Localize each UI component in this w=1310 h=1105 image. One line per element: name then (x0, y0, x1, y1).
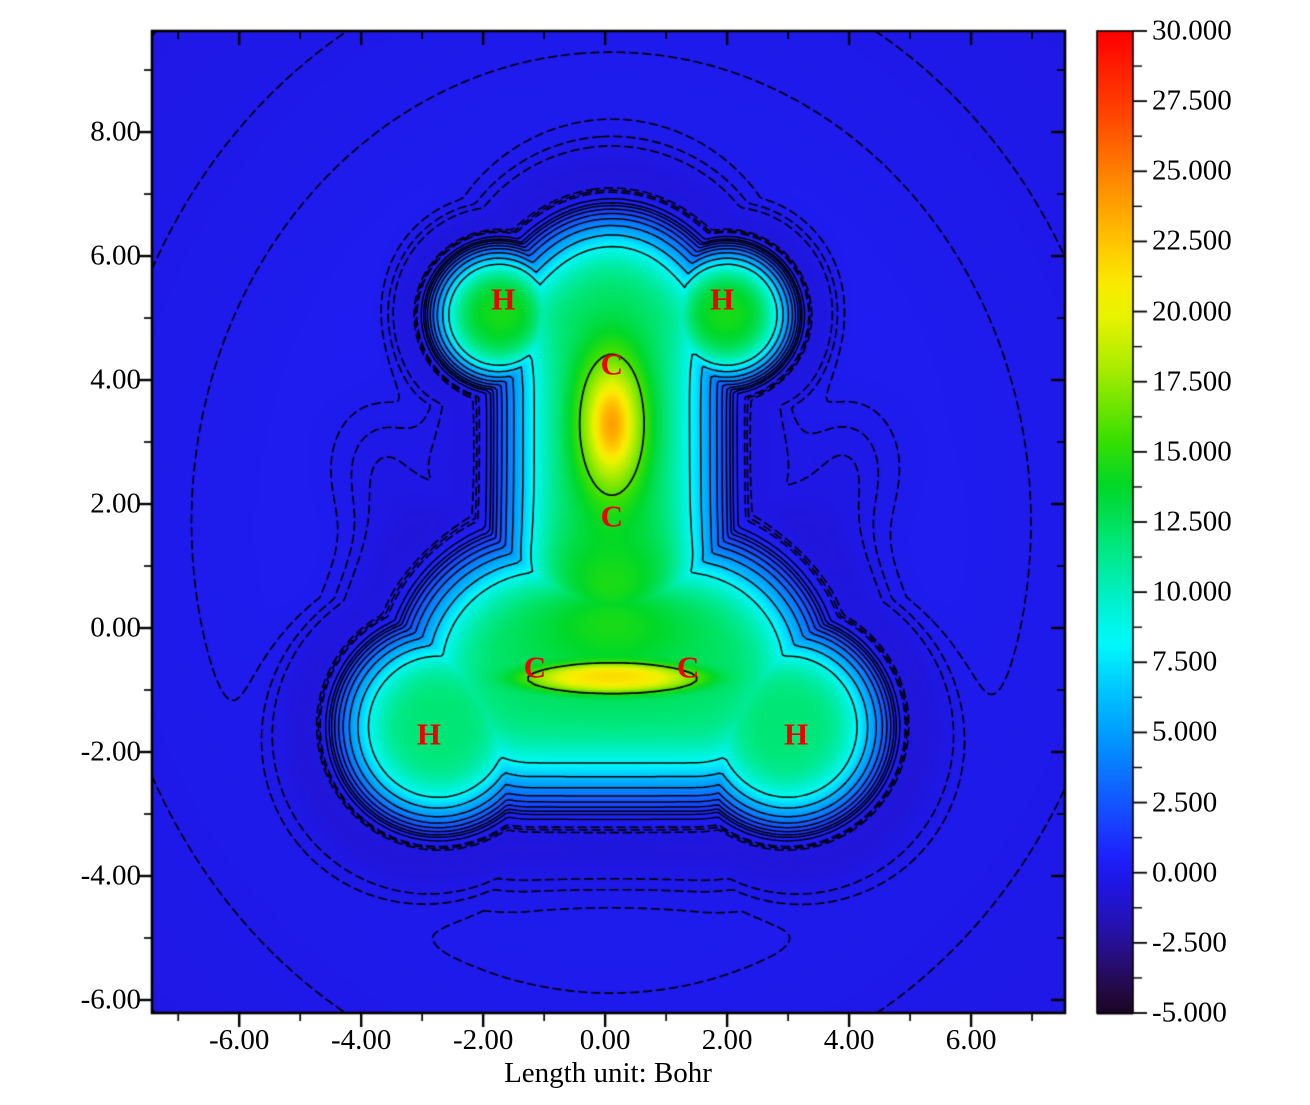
y-tick-label: 6.00 (90, 239, 141, 272)
colorbar-tick-label: -5.000 (1152, 996, 1227, 1029)
colorbar-tick-label: -2.500 (1152, 926, 1227, 959)
x-tick-label: -6.00 (208, 1024, 270, 1056)
colorbar-tick-label: 12.500 (1152, 505, 1232, 538)
colorbar-tick-label: 0.000 (1152, 856, 1218, 889)
x-tick-label: 4.00 (823, 1024, 875, 1056)
atom-label-C: C (600, 346, 624, 382)
x-tick-label: 6.00 (945, 1024, 997, 1056)
atom-label-H: H (710, 281, 735, 317)
colorbar-tick-label: 15.000 (1152, 435, 1232, 468)
colorbar-tick-label: 22.500 (1152, 224, 1232, 257)
x-axis-title: Length unit: Bohr (504, 1057, 712, 1089)
y-tick-label: 0.00 (90, 611, 141, 644)
colorbar-tick-label: 17.500 (1152, 365, 1232, 398)
colorbar-tick-label: 27.500 (1152, 84, 1232, 117)
atom-label-H: H (783, 716, 809, 752)
y-tick-label: -2.00 (80, 735, 141, 768)
y-tick-label: -6.00 (80, 983, 141, 1016)
x-tick-label: -4.00 (330, 1024, 392, 1056)
colorbar-tick-label: 2.500 (1152, 786, 1218, 819)
atom-label-H: H (491, 281, 516, 317)
colorbar-tick-label: 25.000 (1152, 154, 1232, 187)
colorbar-tick-label: 30.000 (1152, 14, 1232, 47)
x-tick-label: -2.00 (452, 1024, 514, 1056)
atom-label-C: C (600, 498, 624, 534)
colorbar-tick-label: 5.000 (1152, 715, 1218, 748)
colorbar-tick-label: 7.500 (1152, 645, 1218, 678)
atom-label-H: H (416, 716, 441, 752)
y-tick-label: -4.00 (80, 859, 141, 892)
y-tick-label: 8.00 (90, 115, 141, 148)
x-tick-label: 2.00 (701, 1024, 753, 1056)
colorbar-tick-label: 10.000 (1152, 575, 1232, 608)
colorbar-tick-label: 20.000 (1152, 295, 1232, 328)
y-tick-label: 4.00 (90, 363, 141, 396)
x-tick-label: 0.00 (579, 1024, 631, 1056)
atom-label-C: C (523, 649, 547, 685)
atom-label-C: C (676, 649, 700, 685)
y-tick-label: 2.00 (90, 487, 141, 520)
